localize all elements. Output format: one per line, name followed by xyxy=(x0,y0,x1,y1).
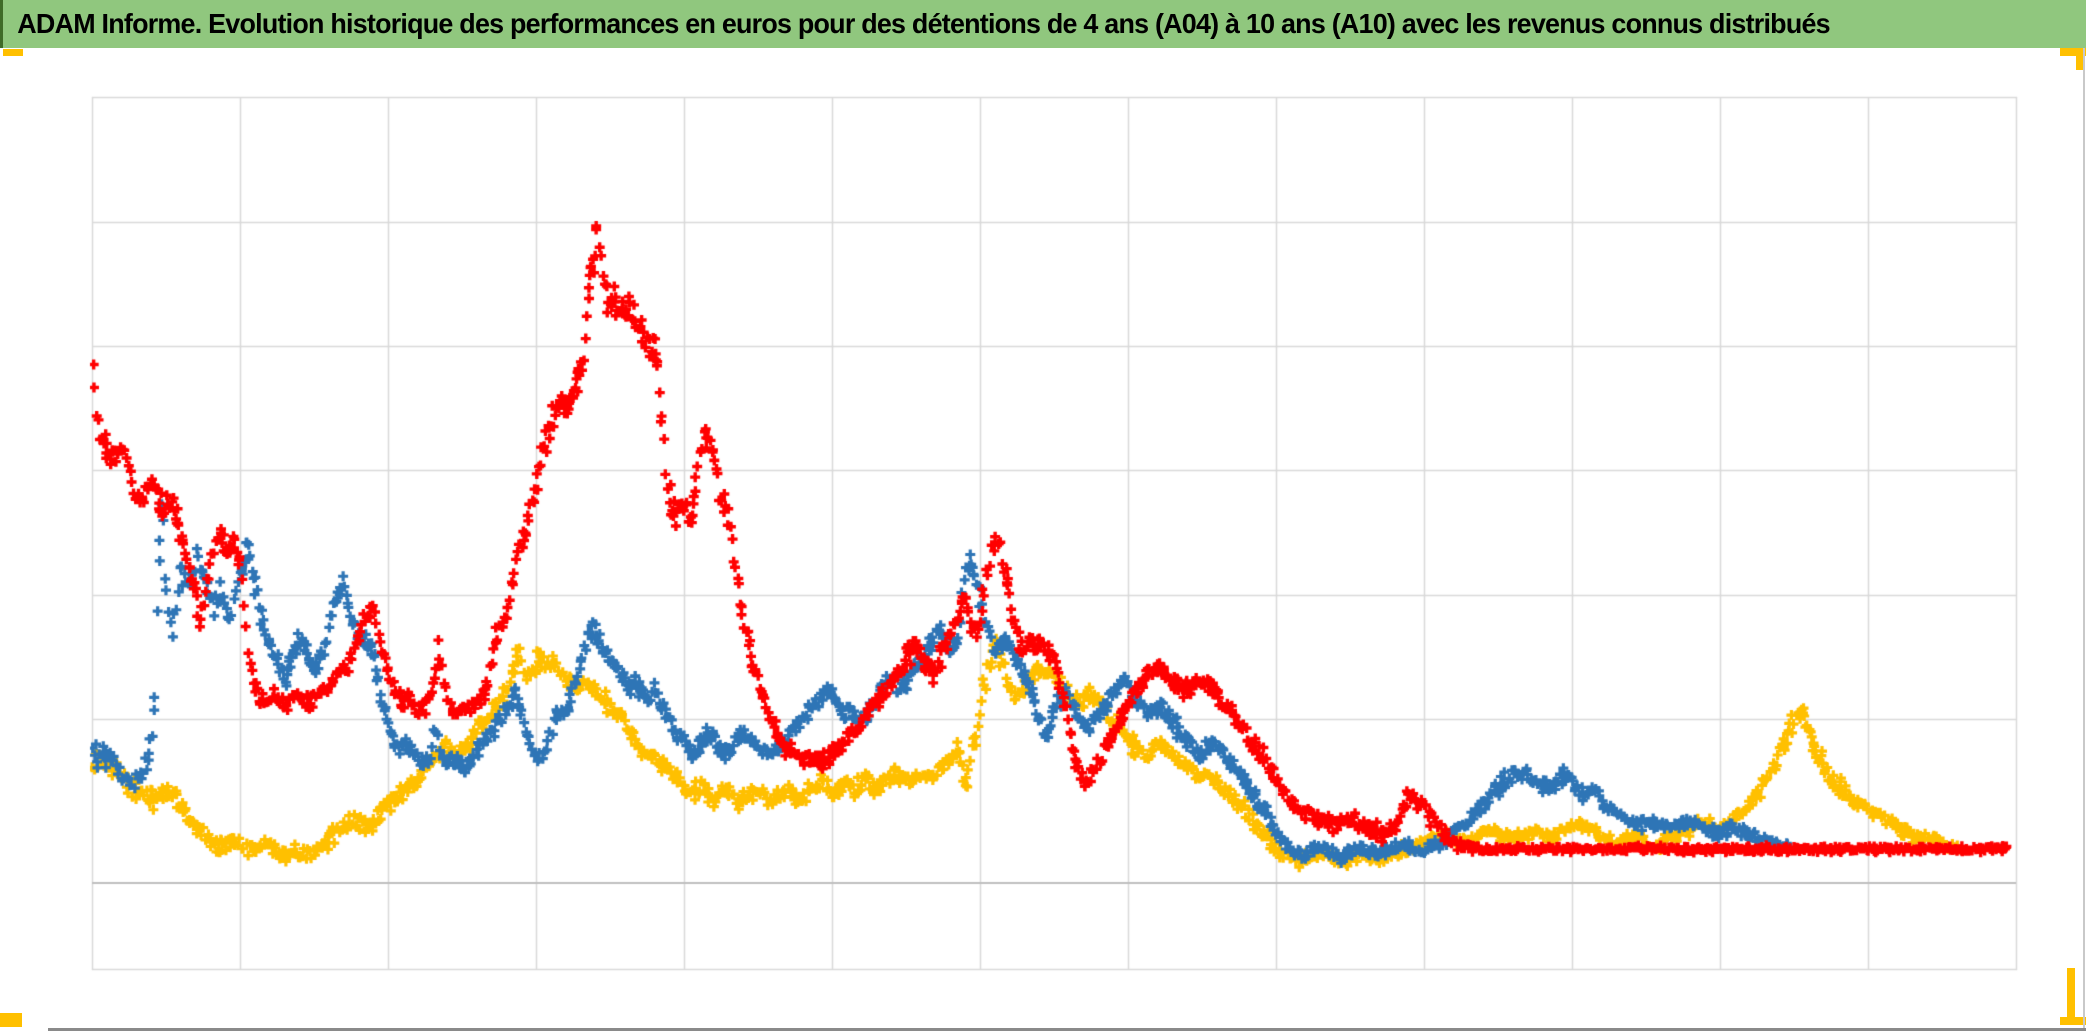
page-edge-bottom xyxy=(48,1028,2086,1031)
corner-accent-bottom-right xyxy=(2060,1017,2086,1025)
title-bar-left-strip xyxy=(0,0,3,48)
page-edge-right xyxy=(2083,48,2085,1031)
corner-accent-bottom-left xyxy=(0,1013,22,1027)
corner-accent-top-right-stub xyxy=(2076,48,2084,70)
title-bar: ADAM Informe. Evolution historique des p… xyxy=(0,0,2086,48)
corner-accent-top-left xyxy=(3,49,23,56)
corner-accent-top-right xyxy=(2060,48,2086,56)
corner-accent-bottom-right-stub xyxy=(2067,968,2075,1024)
page-title: ADAM Informe. Evolution historique des p… xyxy=(17,8,1830,39)
